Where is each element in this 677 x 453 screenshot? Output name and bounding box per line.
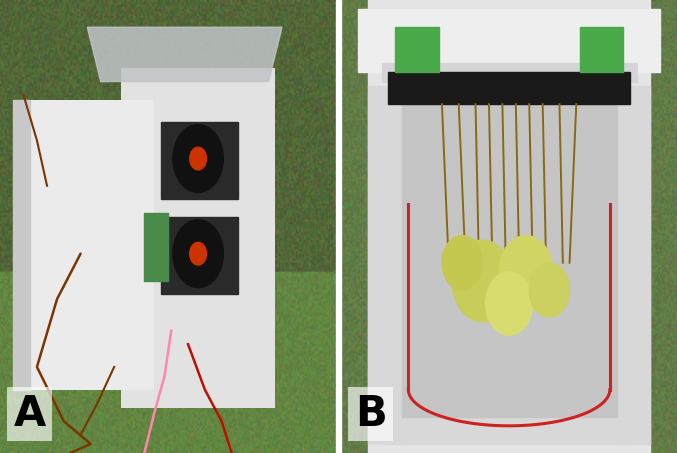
Circle shape — [190, 147, 206, 170]
Circle shape — [190, 242, 206, 265]
Polygon shape — [14, 100, 30, 390]
Bar — [395, 27, 439, 72]
Bar — [382, 63, 636, 82]
Bar — [617, 86, 650, 444]
Bar — [388, 408, 630, 444]
Bar — [388, 72, 630, 104]
Bar — [144, 213, 168, 281]
Bar — [401, 104, 617, 417]
Circle shape — [452, 240, 512, 322]
Circle shape — [485, 272, 533, 335]
Bar — [580, 27, 624, 72]
Circle shape — [529, 263, 569, 317]
Polygon shape — [87, 27, 282, 82]
Bar — [161, 122, 238, 199]
Bar — [358, 9, 660, 72]
Circle shape — [499, 236, 552, 308]
Polygon shape — [14, 100, 154, 390]
Circle shape — [173, 220, 223, 288]
Text: A: A — [14, 393, 45, 435]
Circle shape — [173, 125, 223, 193]
Circle shape — [442, 236, 482, 290]
Polygon shape — [368, 0, 650, 453]
Text: B: B — [355, 393, 387, 435]
Polygon shape — [121, 68, 276, 408]
Bar — [368, 86, 401, 444]
Bar — [161, 217, 238, 294]
